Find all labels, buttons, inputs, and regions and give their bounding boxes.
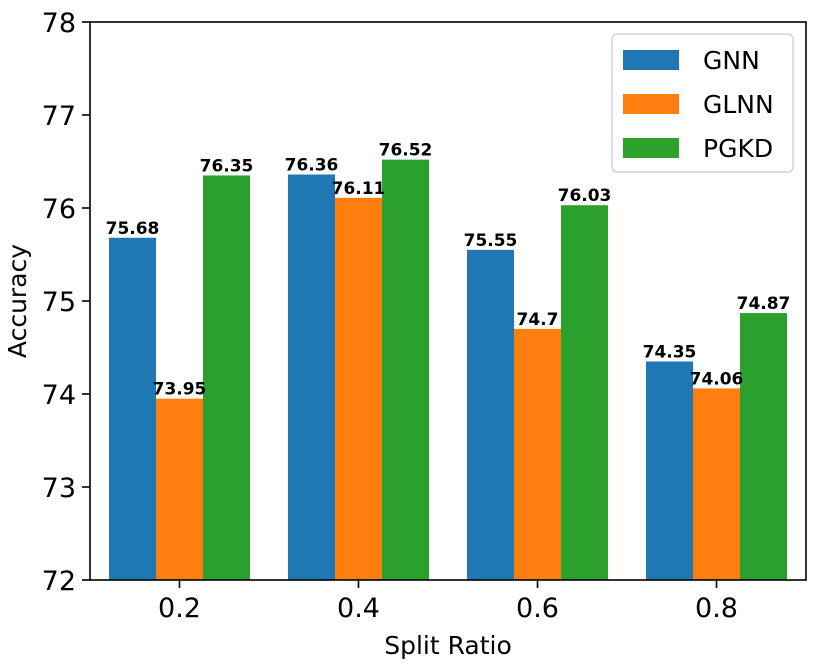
bar-label-gnn-0.6: 75.55 — [464, 231, 518, 251]
bar-pgkd-0.8 — [740, 313, 787, 580]
bar-pgkd-0.4 — [382, 159, 429, 580]
bar-glnn-0.8 — [693, 388, 740, 580]
bar-pgkd-0.2 — [203, 175, 250, 580]
x-tick-label: 0.6 — [516, 593, 559, 624]
legend-label-pgkd: PGKD — [703, 134, 773, 163]
bar-glnn-0.4 — [335, 197, 382, 580]
bars-group — [109, 159, 787, 580]
bar-label-pgkd-0.6: 76.03 — [558, 186, 612, 206]
y-tick-label: 77 — [42, 101, 76, 132]
bar-label-pgkd-0.8: 74.87 — [737, 294, 791, 314]
legend-label-gnn: GNN — [703, 46, 760, 75]
y-tick-label: 76 — [42, 194, 76, 225]
legend-swatch-pgkd — [623, 138, 679, 158]
legend-swatch-gnn — [623, 50, 679, 70]
x-tick-label: 0.4 — [337, 593, 380, 624]
bar-label-gnn-0.8: 74.35 — [643, 342, 697, 362]
bar-pgkd-0.6 — [561, 205, 608, 580]
y-tick-label: 78 — [42, 8, 76, 39]
bar-label-glnn-0.4: 76.11 — [332, 179, 386, 199]
bar-gnn-0.4 — [288, 174, 335, 580]
legend: GNN GLNN PGKD — [611, 33, 794, 173]
bar-label-glnn-0.6: 74.7 — [517, 310, 559, 330]
x-tick-label: 0.8 — [695, 593, 738, 624]
legend-swatch-glnn — [623, 94, 679, 114]
y-axis-ticks: 72 73 74 75 76 77 78 — [42, 8, 90, 597]
bar-glnn-0.2 — [156, 398, 203, 580]
x-axis-ticks: 0.2 0.4 0.6 0.8 — [158, 580, 738, 624]
bar-label-glnn-0.2: 73.95 — [153, 380, 207, 400]
bar-gnn-0.8 — [646, 361, 693, 580]
bar-value-labels: 75.68 76.36 75.55 74.35 73.95 76.11 74.7 74.06 7… — [106, 141, 791, 400]
bar-label-gnn-0.4: 76.36 — [285, 156, 339, 176]
legend-label-glnn: GLNN — [703, 90, 774, 119]
x-axis-title: Split Ratio — [384, 631, 512, 660]
bar-glnn-0.6 — [514, 328, 561, 580]
bar-gnn-0.2 — [109, 237, 156, 580]
y-axis-title: Accuracy — [3, 244, 32, 358]
bar-label-pgkd-0.4: 76.52 — [379, 141, 433, 161]
bar-label-glnn-0.8: 74.06 — [690, 369, 744, 389]
bar-label-gnn-0.2: 75.68 — [106, 219, 160, 239]
bar-gnn-0.6 — [467, 249, 514, 580]
y-tick-label: 72 — [42, 566, 76, 597]
y-tick-label: 73 — [42, 473, 76, 504]
bar-label-pgkd-0.2: 76.35 — [200, 156, 254, 176]
y-tick-label: 75 — [42, 287, 76, 318]
x-tick-label: 0.2 — [158, 593, 201, 624]
y-tick-label: 74 — [42, 380, 76, 411]
